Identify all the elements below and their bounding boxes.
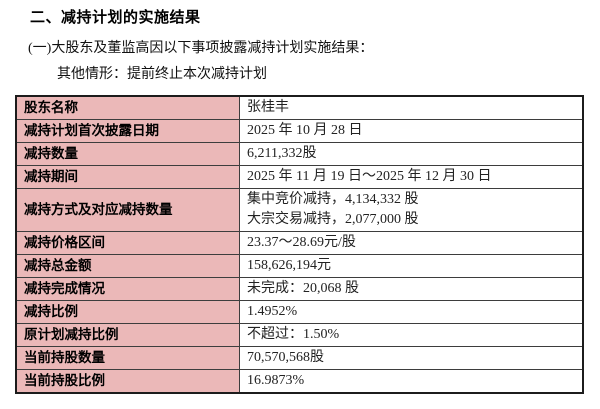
row-value: 70,570,568股 xyxy=(240,347,582,369)
row-label: 减持总金额 xyxy=(17,255,240,277)
row-label: 减持价格区间 xyxy=(17,232,240,254)
table-row: 当前持股数量 70,570,568股 xyxy=(17,347,582,370)
row-value: 158,626,194元 xyxy=(240,255,582,277)
row-label: 减持比例 xyxy=(17,301,240,323)
table-row: 股东名称 张桂丰 xyxy=(17,97,582,120)
row-value-line: 未完成：20,068 股 xyxy=(247,281,359,296)
table-row: 减持总金额 158,626,194元 xyxy=(17,255,582,278)
row-value-line: 23.37～28.69元/股 xyxy=(247,235,356,250)
table-row: 当前持股比例 16.9873% xyxy=(17,370,582,392)
row-label: 股东名称 xyxy=(17,97,240,119)
disclosure-table: 股东名称 张桂丰 减持计划首次披露日期 2025 年 10 月 28 日减持数量 6,2… xyxy=(15,95,584,394)
table-row: 减持比例 1.4952% xyxy=(17,301,582,324)
row-value-line: 不超过：1.50% xyxy=(247,327,340,342)
table-row: 减持价格区间 23.37～28.69元/股 xyxy=(17,232,582,255)
row-label: 减持方式及对应减持数量 xyxy=(17,189,240,231)
row-value-line: 2025 年 10 月 28 日 xyxy=(247,123,363,138)
row-label: 原计划减持比例 xyxy=(17,324,240,346)
row-value: 23.37～28.69元/股 xyxy=(240,232,582,254)
row-value-line: 158,626,194元 xyxy=(247,258,331,273)
row-label: 减持完成情况 xyxy=(17,278,240,300)
row-value-line: 6,211,332股 xyxy=(247,146,317,161)
row-value-line: 张桂丰 xyxy=(247,100,289,115)
other-situation-note: 其他情形：提前终止本次减持计划 xyxy=(57,67,267,82)
row-value: 不超过：1.50% xyxy=(240,324,582,346)
table-row: 减持期间 2025 年 11 月 19 日～2025 年 12 月 30 日 xyxy=(17,166,582,189)
row-value: 2025 年 11 月 19 日～2025 年 12 月 30 日 xyxy=(240,166,582,188)
subsection-heading: (一)大股东及董监高因以下事项披露减持计划实施结果： xyxy=(28,41,374,56)
row-label: 当前持股数量 xyxy=(17,347,240,369)
row-value-line: 16.9873% xyxy=(247,373,305,388)
row-value-line: 2025 年 11 月 19 日～2025 年 12 月 30 日 xyxy=(247,169,492,184)
row-value: 16.9873% xyxy=(240,370,582,392)
row-label: 当前持股比例 xyxy=(17,370,240,392)
row-label: 减持计划首次披露日期 xyxy=(17,120,240,142)
section-heading: 二、减持计划的实施结果 xyxy=(30,10,201,26)
row-label: 减持数量 xyxy=(17,143,240,165)
table-row: 减持计划首次披露日期 2025 年 10 月 28 日 xyxy=(17,120,582,143)
table-row: 减持方式及对应减持数量 集中竞价减持，4,134,332 股大宗交易减持，2,07… xyxy=(17,189,582,232)
row-value-line: 集中竞价减持，4,134,332 股 xyxy=(247,192,419,207)
row-value: 6,211,332股 xyxy=(240,143,582,165)
row-value-line: 70,570,568股 xyxy=(247,350,324,365)
row-value-line: 1.4952% xyxy=(247,304,298,319)
row-value-line: 大宗交易减持，2,077,000 股 xyxy=(247,212,419,227)
row-value: 集中竞价减持，4,134,332 股大宗交易减持，2,077,000 股 xyxy=(240,189,582,231)
table-row: 减持数量 6,211,332股 xyxy=(17,143,582,166)
row-label: 减持期间 xyxy=(17,166,240,188)
row-value: 1.4952% xyxy=(240,301,582,323)
table-row: 减持完成情况 未完成：20,068 股 xyxy=(17,278,582,301)
table-row: 原计划减持比例 不超过：1.50% xyxy=(17,324,582,347)
row-value: 张桂丰 xyxy=(240,97,582,119)
row-value: 未完成：20,068 股 xyxy=(240,278,582,300)
row-value: 2025 年 10 月 28 日 xyxy=(240,120,582,142)
